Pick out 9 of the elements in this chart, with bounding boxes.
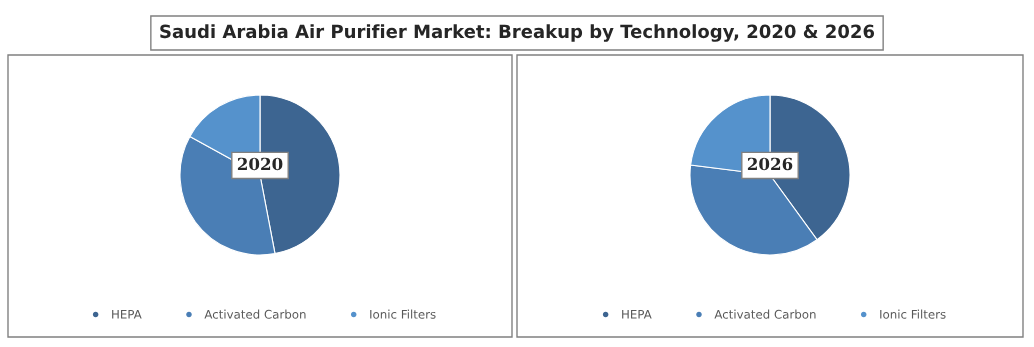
legend-label: Activated Carbon: [714, 309, 816, 319]
text: Saudi Arabia Air Purifier Market: Breakup by Technology, 2020 & 2026: [160, 24, 875, 42]
text: 2026: [747, 157, 793, 171]
text: 2020: [237, 157, 283, 171]
legend-label: HEPA: [622, 309, 652, 319]
legend-label: HEPA: [112, 309, 142, 319]
legend-label: Ionic Filters: [370, 309, 436, 319]
legend-label: Activated Carbon: [204, 309, 306, 319]
legend-label: Ionic Filters: [880, 309, 946, 319]
